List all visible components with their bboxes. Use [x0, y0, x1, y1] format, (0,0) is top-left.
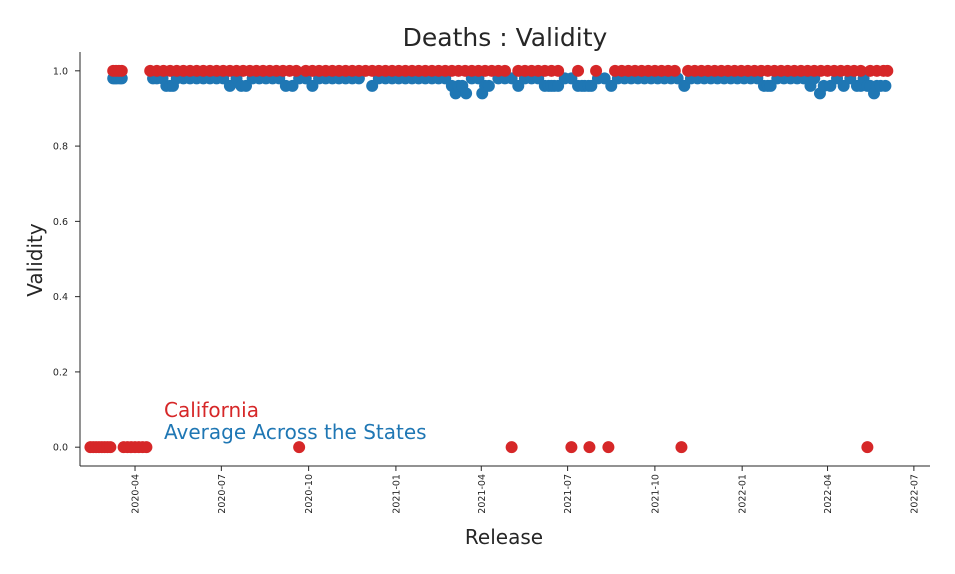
data-point-california: [104, 441, 116, 453]
y-axis-title: Validity: [23, 223, 47, 297]
data-point-california: [861, 441, 873, 453]
x-axis-title: Release: [465, 525, 543, 549]
points-layer: [84, 65, 893, 453]
x-tick-label: 2021-01: [391, 474, 402, 514]
y-tick-label: 1.0: [53, 66, 68, 77]
data-point-california: [499, 65, 511, 77]
y-tick-label: 0.8: [53, 142, 68, 153]
legend-entry-california: California: [164, 398, 259, 422]
data-point-average-across-the-states: [483, 80, 495, 92]
x-tick-label: 2021-04: [477, 474, 488, 514]
y-tick-label: 0.4: [53, 292, 68, 303]
chart-title: Deaths : Validity: [403, 23, 608, 52]
data-point-california: [669, 65, 681, 77]
series-california: [84, 65, 893, 453]
legend-entry-average: Average Across the States: [164, 420, 427, 444]
data-point-california: [602, 441, 614, 453]
data-point-california: [140, 441, 152, 453]
data-point-california: [116, 65, 128, 77]
x-tick-label: 2022-04: [823, 474, 834, 514]
data-point-average-across-the-states: [879, 80, 891, 92]
data-point-california: [583, 441, 595, 453]
ticks: 0.0 0.2 0.4 0.6 0.8 1.0 2020-04 2020-07 2020-10 2…: [53, 66, 920, 513]
x-tick-label: 2020-10: [304, 474, 315, 514]
data-point-california: [881, 65, 893, 77]
y-tick-label: 0.6: [53, 217, 68, 228]
x-tick-label: 2020-07: [217, 474, 228, 514]
data-point-california: [565, 441, 577, 453]
x-tick-label: 2022-07: [909, 474, 920, 514]
x-tick-label: 2021-10: [650, 474, 661, 514]
x-tick-label: 2020-04: [131, 474, 142, 514]
y-tick-label: 0.2: [53, 367, 68, 378]
data-point-average-across-the-states: [460, 87, 472, 99]
y-tick-label: 0.0: [53, 443, 68, 454]
data-point-california: [675, 441, 687, 453]
data-point-california: [552, 65, 564, 77]
x-tick-label: 2021-07: [563, 474, 574, 514]
data-point-california: [572, 65, 584, 77]
data-point-california: [506, 441, 518, 453]
data-point-california: [590, 65, 602, 77]
x-tick-label: 2022-01: [738, 474, 749, 514]
